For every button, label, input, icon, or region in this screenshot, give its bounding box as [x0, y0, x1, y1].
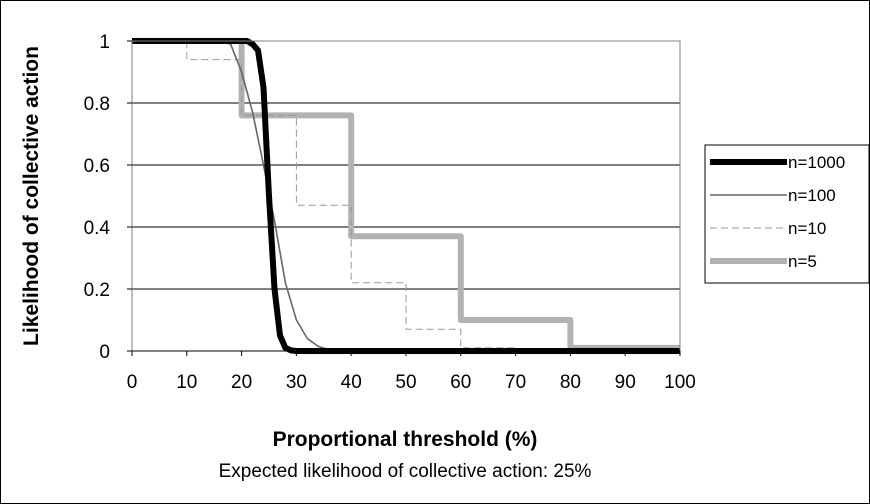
tick-labels: 00.20.40.60.810 10 20 30 40 50 60 70 80 90 100 — [84, 32, 696, 393]
x-tick-label: 10 — [176, 372, 197, 393]
legend-label: n=10 — [788, 219, 826, 238]
y-tick-label: 0.2 — [84, 280, 110, 301]
x-tick-label: 40 — [341, 372, 362, 393]
legend: n=1000 n=100 n=10 n=5 — [704, 144, 870, 284]
series-line-n100 — [132, 40, 681, 352]
legend-label: n=100 — [788, 186, 836, 205]
y-tick-label: 0.8 — [84, 94, 110, 115]
series-lines — [132, 38, 681, 354]
y-tick-label: 0 — [99, 342, 110, 363]
y-tick-label: 0.4 — [84, 218, 111, 239]
y-tick-label: 0.6 — [84, 156, 110, 177]
x-axis-title: Proportional threshold (%) — [273, 428, 538, 451]
series-line-n10 — [132, 40, 680, 352]
x-tick-label: 80 — [560, 372, 581, 393]
x-tick-label: 70 — [505, 372, 526, 393]
x-tick-label: 0 — [127, 372, 138, 393]
y-axis-title: Likelihood of collective action — [20, 46, 43, 346]
x-tick-label: 60 — [450, 372, 471, 393]
plot-area-border — [131, 40, 681, 352]
gridlines — [132, 40, 680, 352]
legend-label: n=1000 — [788, 153, 845, 172]
x-tick-label: 50 — [395, 372, 416, 393]
expected-likelihood-note: Expected likelihood of collective action… — [219, 461, 592, 482]
legend-label: n=5 — [788, 252, 817, 271]
x-tick-label: 90 — [615, 372, 636, 393]
series-line-n1000 — [132, 38, 680, 354]
y-tick-label: 1 — [99, 32, 110, 53]
x-tick-label: 30 — [286, 372, 307, 393]
x-tick-label: 20 — [231, 372, 252, 393]
x-tick-label: 100 — [664, 372, 696, 393]
